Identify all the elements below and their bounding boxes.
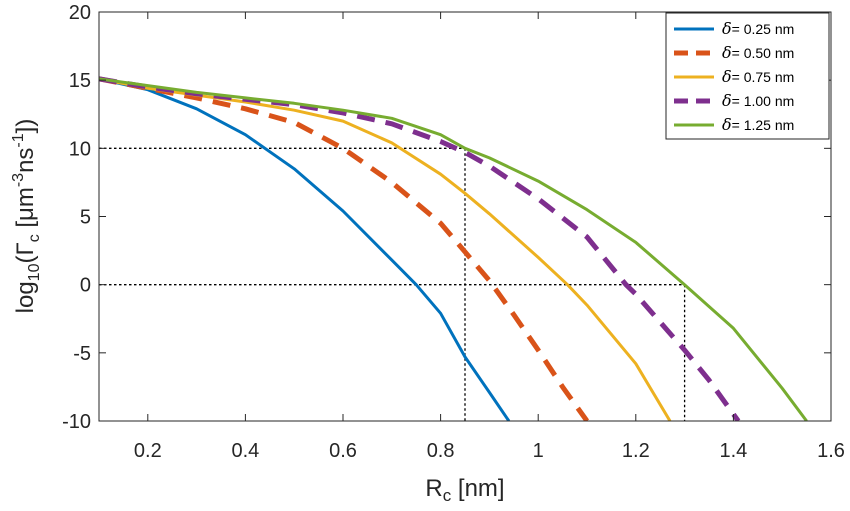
x-tick-label: 1.4 <box>719 440 747 462</box>
x-tick-label: 0.6 <box>329 440 357 462</box>
y-tick-label: 20 <box>69 2 91 24</box>
y-tick-label: -5 <box>73 343 91 365</box>
series-line-1 <box>99 77 511 421</box>
y-axis-title-prefix-sub: 10 <box>26 263 43 281</box>
y-axis-title-prefix: log <box>12 281 39 313</box>
legend-label-text: = 1.00 nm <box>732 93 795 109</box>
y-axis-title-gamma-sub: c <box>26 234 43 242</box>
series-line-2 <box>99 76 590 421</box>
legend-label-text: = 0.25 nm <box>732 21 795 37</box>
x-tick-label: 1 <box>533 440 544 462</box>
legend-label-text: = 0.50 nm <box>732 45 795 61</box>
y-axis-title-unit-open: [μm <box>12 187 39 234</box>
legend-label-3: δ= 0.75 nm <box>722 67 794 86</box>
legend: δ= 0.25 nmδ= 0.50 nmδ= 0.75 nmδ= 1.00 nm… <box>665 12 830 140</box>
x-tick-label: 1.6 <box>817 440 845 462</box>
legend-label-1: δ= 0.25 nm <box>722 19 794 38</box>
y-axis-title: log10(Γc [μm-3ns-1]) <box>10 119 43 314</box>
x-tick-label: 0.8 <box>427 440 455 462</box>
y-tick-label: 0 <box>80 275 91 297</box>
legend-label-text: = 0.75 nm <box>732 69 795 85</box>
x-tick-label: 1.2 <box>622 440 650 462</box>
legend-delta-symbol: δ <box>722 91 732 110</box>
y-tick-label: 15 <box>69 70 91 92</box>
y-axis-title-sup2: -1 <box>10 133 27 147</box>
legend-label-4: δ= 1.00 nm <box>722 91 794 110</box>
series-line-5 <box>99 77 808 421</box>
series-line-3 <box>99 77 672 421</box>
x-axis-title-main: R <box>425 475 442 502</box>
y-axis-title-close: ]) <box>12 119 39 134</box>
legend-label-text: = 1.25 nm <box>732 117 795 133</box>
legend-label-5: δ= 1.25 nm <box>722 115 794 134</box>
x-axis-ticks: 0.2 0.4 0.6 0.8 1 1.2 1.4 1.6 <box>134 12 845 462</box>
x-tick-label: 0.4 <box>231 440 259 462</box>
y-tick-label: -10 <box>62 411 91 433</box>
series-lines <box>99 76 808 421</box>
legend-delta-symbol: δ <box>722 43 732 62</box>
y-axis-title-sup1: -3 <box>10 173 27 187</box>
x-axis-title-sub: c <box>443 486 452 505</box>
x-tick-label: 0.2 <box>134 440 162 462</box>
y-axis-title-mid: ns <box>12 148 39 173</box>
x-axis-title: Rc [nm] <box>425 475 504 505</box>
legend-delta-symbol: δ <box>722 115 732 134</box>
legend-label-2: δ= 0.50 nm <box>722 43 794 62</box>
y-tick-label: 5 <box>80 207 91 229</box>
y-axis-title-open: (Γ <box>12 242 39 263</box>
y-axis-ticks: -10 -5 0 5 10 15 20 <box>62 2 831 433</box>
legend-delta-symbol: δ <box>722 67 732 86</box>
legend-delta-symbol: δ <box>722 19 732 38</box>
x-axis-title-unit: [nm] <box>451 475 504 502</box>
y-tick-label: 10 <box>69 138 91 160</box>
